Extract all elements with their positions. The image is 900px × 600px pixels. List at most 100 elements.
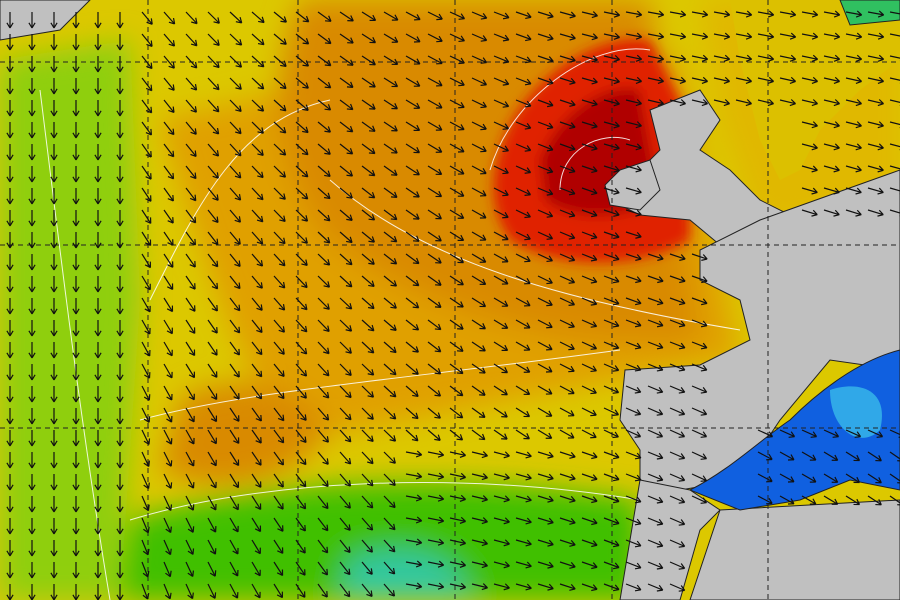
contour-line — [139, 349, 621, 421]
wave-arrow — [116, 210, 124, 227]
wave-arrow — [207, 561, 217, 577]
wave-arrow — [116, 232, 124, 249]
wave-arrow — [361, 583, 373, 597]
wave-arrow — [581, 33, 598, 41]
wave-arrow — [116, 276, 124, 293]
wave-arrow — [427, 494, 445, 502]
wave-arrow — [845, 495, 861, 506]
wave-arrow — [669, 451, 686, 460]
wave-arrow — [449, 450, 467, 458]
wave-arrow — [141, 55, 153, 70]
wave-arrow — [801, 99, 818, 107]
wave-arrow — [801, 121, 818, 129]
wave-arrow — [273, 341, 285, 355]
wave-arrow — [229, 143, 242, 157]
wave-arrow — [50, 12, 58, 29]
wave-arrow — [493, 451, 510, 459]
wave-arrow — [317, 11, 332, 22]
wave-arrow — [647, 10, 665, 18]
wave-arrow — [163, 473, 173, 489]
wave-arrow — [251, 33, 265, 46]
wave-arrow — [427, 363, 442, 375]
wave-arrow — [251, 99, 265, 112]
wave-arrow — [471, 583, 488, 591]
wave-arrow — [141, 451, 151, 467]
wave-arrow — [405, 99, 421, 109]
wave-arrow — [515, 209, 531, 219]
wave-arrow — [669, 517, 686, 526]
wave-arrow — [603, 319, 620, 328]
wave-arrow — [339, 187, 353, 199]
wave-arrow — [625, 583, 642, 592]
wave-arrow — [339, 341, 352, 354]
wave-arrow — [6, 276, 14, 293]
wave-arrow — [581, 209, 598, 218]
wave-arrow — [427, 450, 445, 458]
wave-arrow — [207, 451, 217, 467]
wave-arrow — [273, 473, 284, 488]
wave-arrow — [94, 342, 102, 359]
wave-arrow — [6, 584, 14, 600]
wave-arrow — [361, 319, 375, 332]
wave-arrow — [691, 451, 708, 460]
wave-arrow — [207, 187, 219, 201]
calm-zone — [830, 386, 882, 438]
wave-arrow — [691, 275, 708, 284]
wave-arrow — [515, 429, 530, 440]
wave-arrow — [339, 99, 354, 111]
wave-arrow — [50, 408, 58, 425]
wave-arrow — [471, 363, 486, 374]
wave-arrow — [471, 561, 488, 569]
wave-arrow — [823, 451, 839, 461]
wave-arrow — [537, 539, 554, 547]
wave-arrow — [471, 473, 488, 481]
wave-arrow — [185, 187, 197, 202]
wave-arrow — [405, 77, 421, 87]
wave-arrow — [449, 99, 465, 109]
wave-arrow — [317, 583, 328, 598]
wave-arrow — [493, 231, 509, 241]
wave-arrow — [273, 385, 285, 400]
wave-arrow — [361, 253, 375, 265]
wave-arrow — [669, 583, 686, 592]
wave-arrow — [845, 429, 862, 438]
wave-arrow — [471, 495, 488, 503]
wave-arrow — [691, 32, 709, 40]
wave-arrow — [603, 77, 620, 85]
wave-arrow — [537, 187, 554, 196]
wave-arrow — [72, 518, 80, 535]
wave-arrow — [28, 540, 36, 557]
wave-arrow — [116, 474, 124, 491]
wave-arrow — [317, 319, 330, 333]
wave-arrow — [625, 319, 642, 328]
wave-arrow — [515, 473, 532, 481]
wave-arrow — [361, 77, 376, 88]
wave-arrow — [405, 319, 420, 331]
wave-arrow — [6, 254, 14, 271]
wave-arrow — [50, 540, 58, 557]
wave-arrow — [801, 451, 817, 461]
wave-arrow — [273, 165, 287, 178]
wave-arrow — [50, 298, 58, 315]
wave-arrow — [427, 209, 442, 220]
wave-arrow — [845, 76, 863, 84]
wave-arrow — [229, 209, 241, 223]
wave-arrow — [317, 363, 330, 377]
wave-arrow — [559, 539, 576, 547]
wave-arrow — [6, 12, 14, 29]
wave-arrow — [449, 231, 465, 242]
wave-arrow — [581, 231, 598, 240]
wave-arrow — [691, 99, 708, 107]
wave-arrow — [163, 209, 174, 224]
wave-arrow — [339, 539, 351, 554]
wave-arrow — [295, 99, 309, 111]
wave-arrow — [141, 473, 150, 490]
wave-arrow — [493, 517, 510, 525]
wave-arrow — [383, 11, 399, 21]
wave-arrow — [823, 54, 841, 62]
wave-arrow — [713, 76, 731, 84]
wave-arrow — [50, 518, 58, 535]
wave-arrow — [185, 341, 196, 357]
wave-arrow — [867, 76, 885, 84]
wave-arrow — [6, 342, 14, 359]
